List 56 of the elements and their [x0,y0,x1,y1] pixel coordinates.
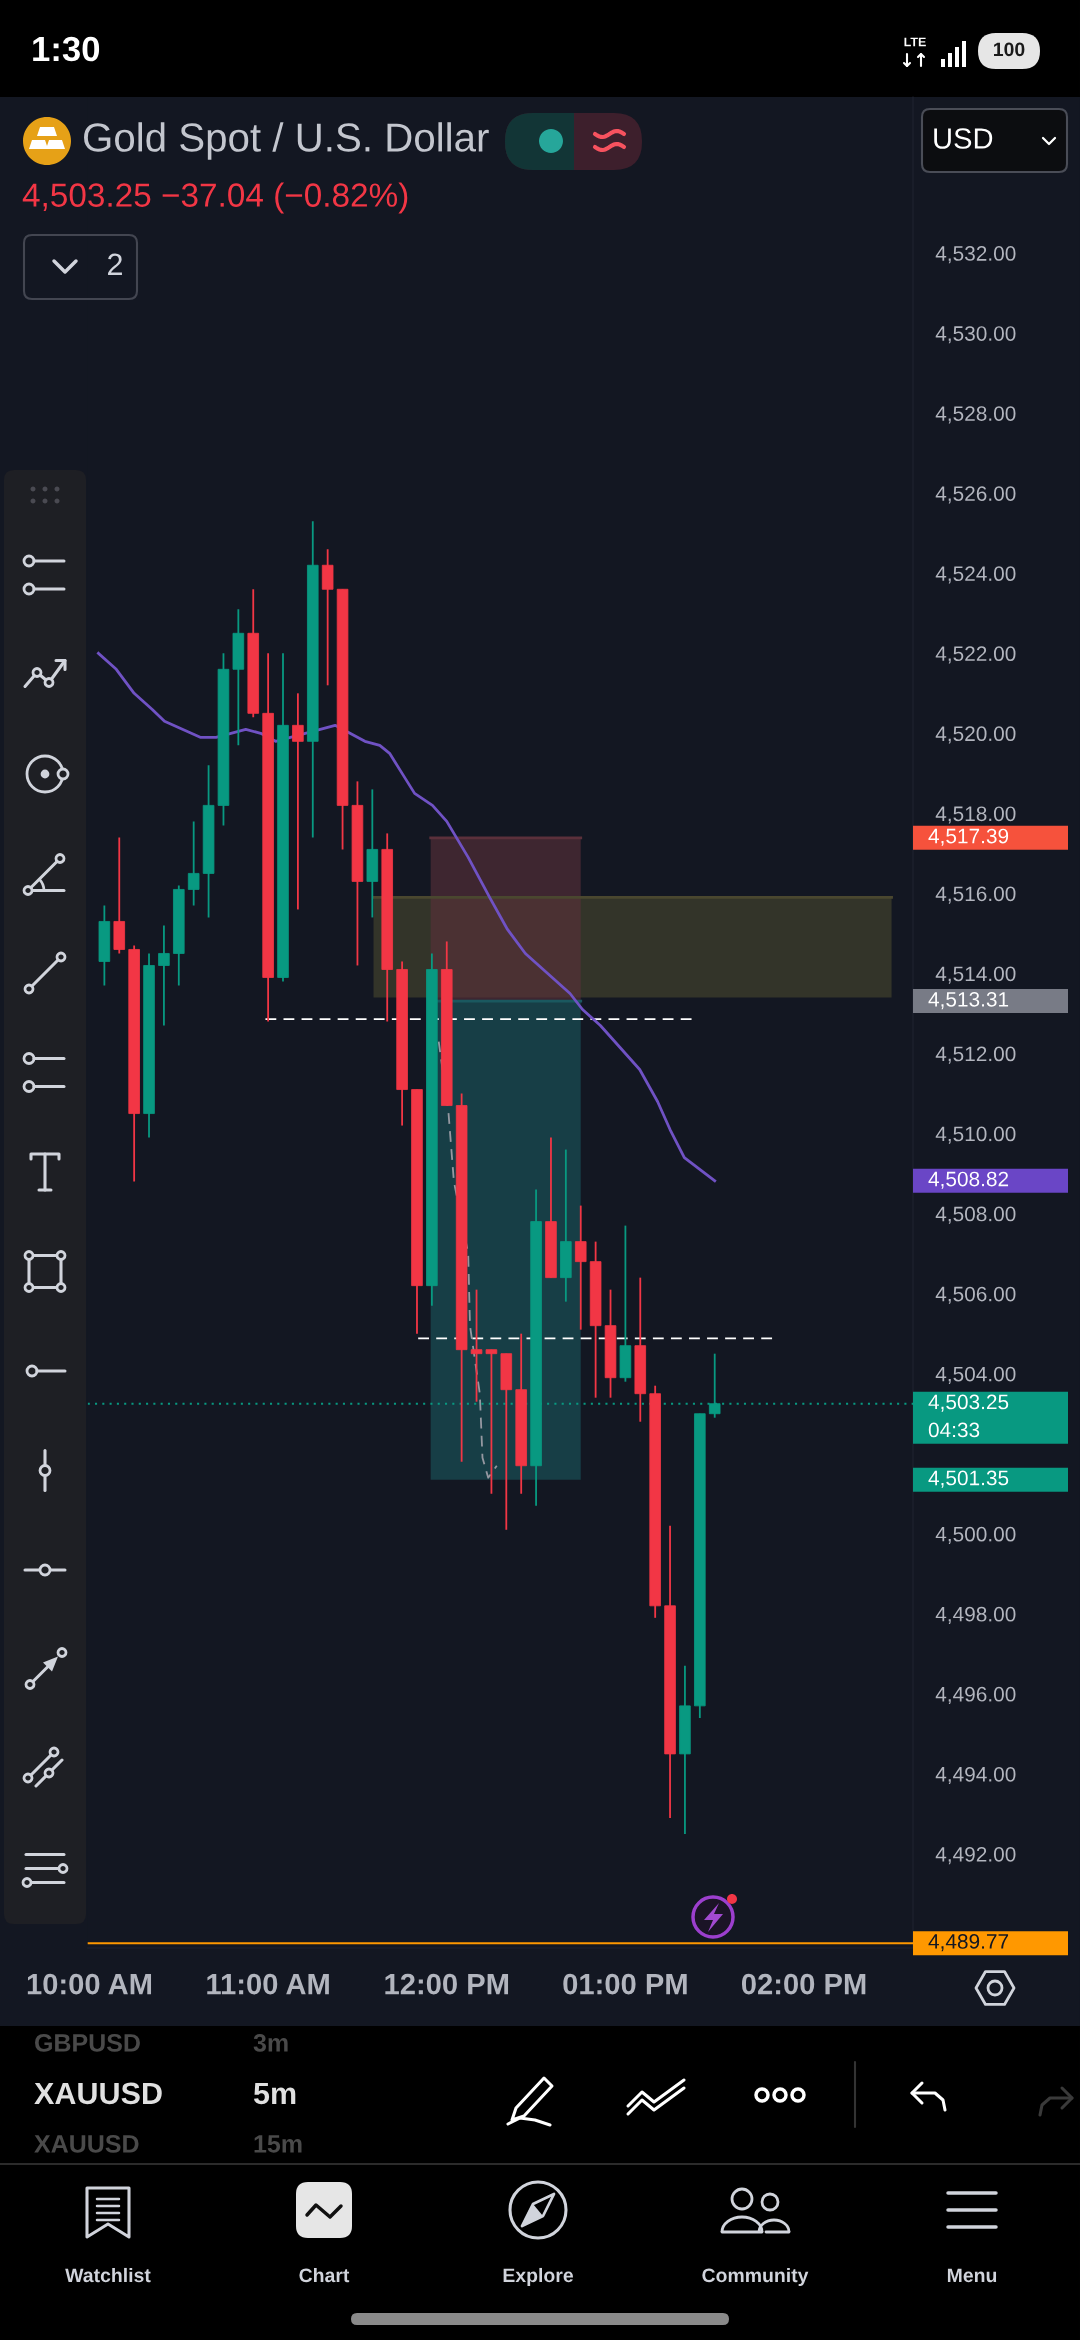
y-tick-label: 4,522.00 [935,646,1016,664]
x-tick-label: 10:00 AM [27,1973,152,1995]
text: 5m [253,2082,296,2105]
text: 1:30 [33,36,100,62]
text: 4,503.25 −37.04 (−0.82%) [22,182,408,214]
y-tick-label: 4,516.00 [935,886,1016,904]
y-tick-label: 4,492.00 [935,1846,1016,1865]
text: Gold Spot / U.S. Dollar [84,122,489,160]
y-tick-label: 4,520.00 [935,726,1016,744]
y-tick-label: 4,524.00 [935,566,1016,584]
candlestick [158,924,170,1027]
text: 3m [253,2034,288,2052]
y-tick-label: 4,512.00 [935,1046,1016,1064]
x-tick-label: 01:00 PM [563,1973,687,1995]
candlestick [292,692,304,911]
text: LTE [904,37,926,47]
y-tick-label: 4,518.00 [935,806,1016,824]
text: XAUUSD [34,2135,139,2153]
text: 4,501.35 [928,1470,1009,1488]
y-tick-label: 4,506.00 [935,1286,1016,1304]
text: Explore [503,2267,573,2287]
y-tick-label: 4,498.00 [935,1606,1016,1625]
y-tick-label: 4,494.00 [935,1766,1016,1785]
text: 15m [254,2135,302,2153]
y-tick-label: 4,526.00 [935,486,1016,504]
y-tick-label: 4,500.00 [935,1526,1016,1544]
y-tick-label: 4,510.00 [935,1126,1016,1144]
text: 4,508.82 [928,1171,1009,1189]
candlestick [574,1204,587,1331]
text: 100 [994,42,1025,57]
ref-line-label: 4,489.77 [928,1934,1009,1952]
y-tick-label: 4,514.00 [935,966,1016,984]
y-tick-label: 4,528.00 [935,406,1016,424]
candlestick [187,820,200,907]
x-tick-label: 11:00 AM [207,1973,329,1995]
y-tick-label: 4,530.00 [935,326,1016,344]
text: Community [702,2267,809,2287]
text: 4,513.31 [928,991,1009,1010]
text: GBPUSD [35,2034,140,2052]
text: 4,517.39 [928,828,1009,846]
line-series [97,651,717,1183]
text: XAUUSD [34,2082,162,2105]
x-tick-label: 12:00 PM [385,1973,509,1995]
candlestick [485,1348,498,1495]
annotation: 2 [108,253,122,275]
y-tick-label: 4,508.00 [935,1206,1016,1224]
y-tick-label: 4,496.00 [935,1686,1016,1705]
text: Menu [947,2268,997,2283]
text: USD [934,128,993,149]
y-tick-label: 4,532.00 [935,246,1016,264]
x-tick-label: 02:00 PM [741,1973,866,1995]
ref-line-label: 4,503.25 04:33 [928,1394,1009,1438]
text: Chart [299,2267,350,2283]
candlestick [470,1288,483,1403]
text: Watchlist [65,2267,151,2283]
y-tick-label: 4,504.00 [935,1366,1016,1384]
